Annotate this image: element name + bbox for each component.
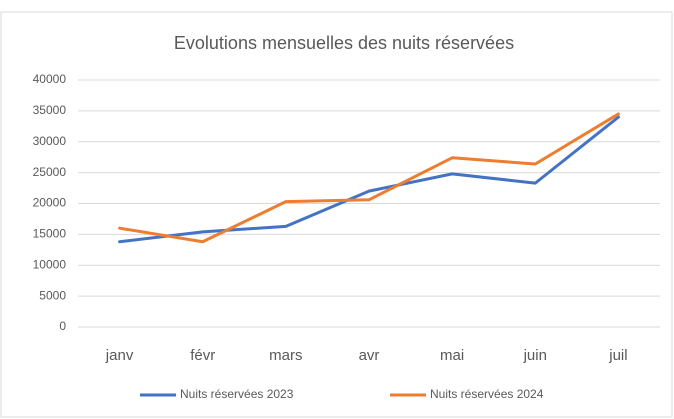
x-tick-label: févr xyxy=(190,347,215,364)
x-tick-label: juil xyxy=(608,347,627,364)
x-tick-label: janv xyxy=(105,347,134,364)
legend-label: Nuits réservées 2023 xyxy=(180,387,294,401)
x-tick-label: juin xyxy=(523,347,547,364)
y-tick-label: 0 xyxy=(59,319,66,333)
y-tick-label: 5000 xyxy=(39,288,66,302)
y-tick-label: 15000 xyxy=(33,227,67,241)
x-tick-label: mars xyxy=(269,347,302,364)
chart-title: Evolutions mensuelles des nuits réservée… xyxy=(174,33,514,53)
y-tick-label: 30000 xyxy=(33,134,67,148)
series-line xyxy=(118,115,620,244)
y-tick-label: 10000 xyxy=(33,257,67,271)
x-tick-label: avr xyxy=(359,347,380,364)
y-tick-label: 40000 xyxy=(33,72,67,86)
y-tick-label: 35000 xyxy=(33,103,67,117)
legend-label: Nuits réservées 2024 xyxy=(430,387,544,401)
chart-border xyxy=(0,11,673,418)
x-tick-label: mai xyxy=(440,347,464,364)
y-tick-label: 20000 xyxy=(33,196,67,210)
series-line xyxy=(118,112,620,244)
y-tick-label: 25000 xyxy=(33,165,67,179)
